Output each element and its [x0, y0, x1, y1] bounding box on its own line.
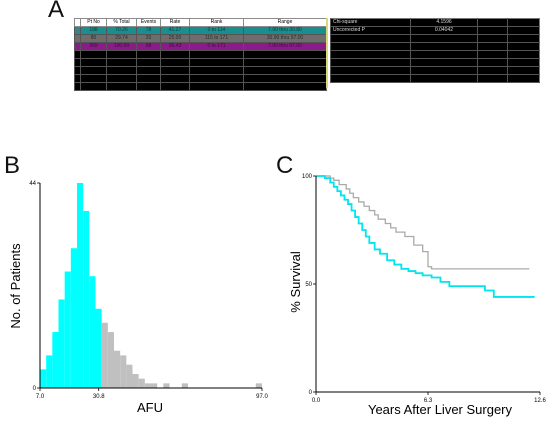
histogram-bar: [107, 332, 114, 388]
summary-table: Pt No % Total Events Rate Rank Range 188…: [74, 18, 327, 91]
histogram-bar: [58, 299, 65, 388]
table-cell: 98: [136, 42, 161, 51]
table-cell: 115 to 171: [189, 34, 244, 43]
row-marker: [74, 34, 81, 43]
table-cell: 30.90 thru 97.00: [243, 34, 327, 43]
histogram-bar: [77, 183, 84, 388]
x-tick-label: 30.8: [93, 394, 105, 400]
table-cell: 29.74: [106, 34, 137, 43]
histogram-bar: [181, 383, 188, 388]
y-axis-label: % Survival: [288, 251, 303, 313]
table-cell: 269: [80, 42, 107, 51]
histogram-bar: [138, 378, 145, 388]
histogram-bar: [120, 355, 127, 388]
histogram-bar: [126, 364, 133, 388]
survival-lines: [316, 175, 535, 298]
empty-row: [74, 74, 327, 83]
table-cell: 188: [80, 26, 107, 35]
histogram-bar: [83, 210, 90, 388]
y-tick-label: 0: [309, 390, 313, 396]
stats-value: 4.1596: [410, 18, 478, 27]
table-cell: 0 to 171: [189, 42, 244, 51]
table-cell: 20: [136, 34, 161, 43]
empty-row: [330, 50, 540, 59]
x-axis-label: AFU: [137, 400, 163, 415]
histogram-chart: 7.0 30.8 97.0 0 44 AFU No. of Patients: [8, 181, 268, 415]
empty-row: [330, 34, 540, 43]
histogram-bar: [70, 248, 77, 388]
histogram-bar: [89, 276, 96, 388]
survival-curve-low: [316, 175, 535, 298]
table-cell: 0 to 114: [189, 26, 244, 35]
panel-label-a: A: [48, 0, 65, 23]
histogram-bar: [101, 322, 108, 388]
histogram-bar: [151, 383, 158, 388]
empty-row: [74, 82, 327, 91]
histogram-bars: [40, 183, 262, 388]
histogram-bar: [114, 350, 121, 388]
survival-ticks: 0.0 6.3 12.6 0 50 100: [302, 174, 547, 404]
table-cell: 7.00 thru 30.80: [243, 26, 327, 35]
table-cell: 100.00: [106, 42, 137, 51]
panel-label-b: B: [4, 152, 21, 179]
table-row: 80 29.74 20 25.00 115 to 171 30.90 thru …: [74, 34, 327, 43]
empty-row: [330, 66, 540, 75]
table-row: 188 70.26 78 41.27 0 to 114 7.00 thru 30…: [74, 26, 327, 35]
table-cell: 41.27: [160, 26, 190, 35]
y-tick-label: 0: [33, 386, 37, 392]
histogram-bar: [40, 369, 47, 388]
histogram-ticks: 7.0 30.8 97.0 0 44: [29, 181, 268, 400]
x-tick-label: 12.6: [534, 398, 546, 404]
survival-chart: 0.0 6.3 12.6 0 50 100 Years After Liver Surge…: [288, 174, 546, 417]
table-cell: 25.00: [160, 34, 190, 43]
histogram-bar: [46, 355, 53, 388]
table-header-row: Pt No % Total Events Rate Rank Range: [74, 18, 327, 27]
histogram-bar: [255, 383, 262, 388]
empty-row: [330, 58, 540, 67]
stats-row: Uncorrected P 0.04042: [330, 26, 540, 35]
x-tick-label: 6.3: [424, 398, 433, 404]
x-tick-label: 97.0: [256, 394, 268, 400]
histogram-bar: [52, 332, 59, 388]
survival-curve-high: [316, 175, 530, 270]
table-cell: 80: [80, 34, 107, 43]
empty-row: [74, 66, 327, 75]
table-cell: 70.26: [106, 26, 137, 35]
x-axis-label: Years After Liver Surgery: [368, 402, 513, 417]
table-cell: 36.43: [160, 42, 190, 51]
y-axis-label: No. of Patients: [8, 243, 23, 329]
x-tick-label: 0.0: [312, 398, 321, 404]
row-marker: [74, 42, 81, 51]
empty-row: [330, 42, 540, 51]
table-row: 269 100.00 98 36.43 0 to 171 7.00 thru 9…: [74, 42, 327, 51]
histogram-bar: [132, 374, 139, 388]
table-cell: 7.00 thru 97.00: [243, 42, 327, 51]
stats-label: Uncorrected P: [330, 26, 411, 35]
y-tick-label: 44: [29, 181, 36, 187]
row-marker: [74, 26, 81, 35]
stats-row: Chi-square 4.1596: [330, 18, 540, 27]
histogram-bar: [163, 383, 170, 388]
y-tick-label: 100: [302, 174, 313, 180]
panel-label-c: C: [276, 152, 294, 179]
x-tick-label: 7.0: [36, 394, 45, 400]
histogram-bar: [64, 271, 71, 388]
table-cell: 78: [136, 26, 161, 35]
y-tick-label: 50: [305, 282, 312, 288]
histogram-bar: [144, 383, 151, 388]
empty-row: [74, 50, 327, 59]
histogram-bar: [95, 308, 102, 388]
stats-label: Chi-square: [330, 18, 411, 27]
stats-table: Chi-square 4.1596 Uncorrected P 0.04042: [330, 18, 540, 83]
empty-row: [330, 74, 540, 83]
stats-value: 0.04042: [410, 26, 478, 35]
divider-bar: [326, 18, 328, 88]
empty-row: [74, 58, 327, 67]
